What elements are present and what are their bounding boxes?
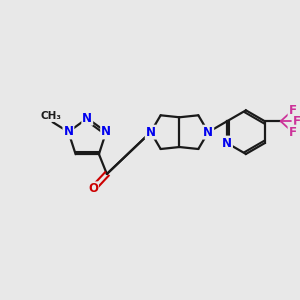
Text: O: O (88, 182, 98, 195)
Text: N: N (203, 126, 213, 139)
Text: F: F (289, 126, 297, 139)
Text: N: N (82, 112, 92, 125)
Text: N: N (63, 125, 74, 139)
Text: F: F (289, 104, 297, 117)
Text: N: N (101, 125, 111, 139)
Text: N: N (222, 136, 232, 150)
Text: CH₃: CH₃ (40, 111, 61, 121)
Text: F: F (292, 115, 300, 128)
Text: N: N (146, 126, 156, 139)
